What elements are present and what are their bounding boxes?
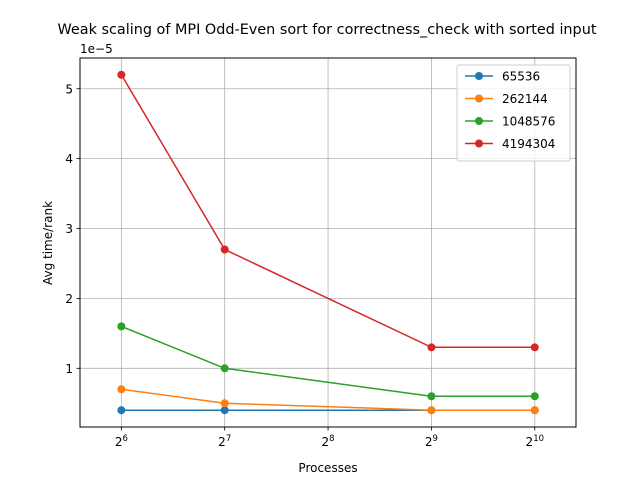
legend-label: 262144 (502, 92, 548, 106)
data-point-1048576 (117, 322, 126, 331)
legend-label: 65536 (502, 70, 540, 84)
chart-title: Weak scaling of MPI Odd-Even sort for co… (58, 22, 597, 38)
y-axis-label: Avg time/rank (41, 201, 55, 285)
data-point-4194304 (530, 343, 539, 352)
y-axis-ticks: 1 2 3 4 5 (65, 82, 80, 376)
data-point-65536 (117, 406, 126, 415)
data-point-262144 (220, 399, 229, 408)
x-axis-ticks: 26 27 28 29 210 (115, 427, 544, 449)
series-line-1048576 (121, 325, 535, 398)
legend-marker (475, 117, 483, 125)
data-point-1048576 (427, 392, 436, 401)
data-point-4194304 (220, 245, 229, 254)
legend-marker (475, 94, 483, 103)
data-point-262144 (530, 406, 539, 415)
legend-box (456, 64, 571, 162)
data-point-4194304 (117, 70, 126, 79)
x-axis-label: Processes (298, 461, 357, 475)
data-point-262144 (427, 406, 436, 415)
x-tick-label: 29 (425, 434, 438, 449)
series-line-4194304 (120, 74, 535, 349)
data-point-1048576 (530, 392, 539, 401)
x-tick-label: 28 (322, 434, 335, 449)
legend-marker (475, 72, 483, 80)
data-point-1048576 (220, 364, 229, 373)
y-tick-label: 5 (65, 82, 73, 96)
series-line-262144 (121, 388, 535, 411)
y-tick-label: 4 (65, 152, 73, 166)
data-point-262144 (117, 385, 126, 394)
x-tick-label: 27 (218, 434, 231, 449)
y-tick-label: 3 (65, 222, 73, 236)
legend: 65536 262144 1048576 4194304 (456, 64, 571, 162)
data-point-4194304 (427, 343, 436, 352)
y-tick-label: 1 (65, 362, 73, 376)
y-tick-label: 2 (65, 292, 73, 306)
series-layer (117, 70, 539, 415)
data-point-65536 (220, 406, 229, 415)
legend-label: 4194304 (502, 137, 555, 151)
y-offset-label: 1e−5 (80, 42, 113, 56)
x-tick-label: 26 (115, 434, 128, 449)
legend-marker (475, 139, 483, 148)
x-tick-label: 210 (526, 434, 544, 449)
legend-label: 1048576 (502, 115, 555, 129)
